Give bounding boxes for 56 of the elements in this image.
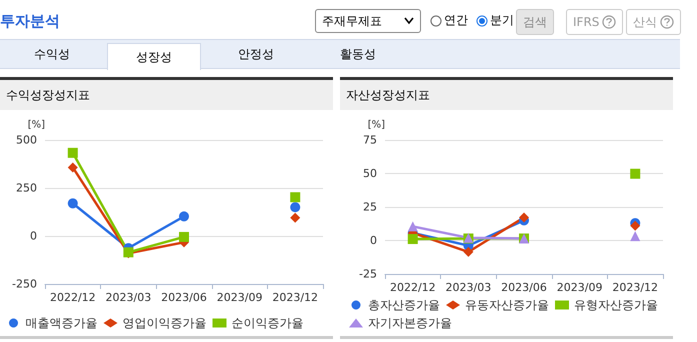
x-tick-label: 2023/12	[612, 281, 658, 294]
text: IFRS	[573, 15, 600, 29]
text: 투자분석	[0, 12, 60, 31]
y-tick-label: -250	[12, 278, 37, 290]
y-tick-label: -25	[359, 268, 377, 280]
y-axis-title: [%]	[368, 120, 386, 130]
x-tick-label: 2023/09	[556, 281, 602, 294]
y-tick-label: 250	[16, 182, 37, 194]
point	[630, 231, 640, 242]
point	[290, 202, 300, 212]
point	[290, 192, 300, 202]
text: 검색	[516, 9, 554, 35]
point	[68, 162, 78, 172]
x-tick-label: 2022/12	[50, 291, 96, 304]
y-tick-label: 25	[363, 200, 377, 214]
point	[630, 168, 640, 179]
x-tick-label: 2023/03	[106, 291, 152, 304]
legend-label: 총자산증가율	[368, 298, 440, 312]
point	[179, 211, 189, 222]
legend-label: 유형자산증가율	[574, 298, 658, 312]
point	[463, 246, 474, 257]
text: 안정성	[237, 46, 275, 62]
y-tick-label: 500	[16, 134, 37, 146]
y-tick-label: 0	[370, 234, 377, 247]
text: 수익성	[33, 46, 71, 62]
point	[68, 198, 78, 208]
text: 산식	[633, 14, 657, 30]
legend-label: 자기자본증가율	[368, 316, 452, 330]
legend-label: 유동자산증가율	[465, 298, 549, 312]
chart-title: 수익성장성지표	[0, 80, 333, 110]
text: 주재무제표	[322, 12, 382, 30]
point	[179, 232, 189, 242]
x-tick-label: 2023/06	[501, 281, 547, 294]
point	[519, 212, 529, 222]
x-tick-label: 2023/06	[161, 291, 207, 304]
point	[290, 212, 300, 223]
x-tick-label: 2023/09	[216, 291, 262, 304]
y-tick-label: 75	[363, 134, 377, 146]
legend-label: 순이익증가율	[232, 316, 304, 330]
text: 연간	[444, 12, 468, 29]
text: 분기	[490, 12, 514, 29]
text: 활동성	[339, 46, 377, 62]
x-tick-label: 2023/12	[272, 291, 318, 304]
legend-label: 매출액증가율	[26, 316, 98, 330]
legend-label: 영업이익증가율	[122, 316, 206, 330]
point	[630, 220, 640, 231]
point	[68, 148, 78, 158]
x-tick-label: 2022/12	[390, 281, 436, 294]
y-tick-label: 0	[30, 230, 37, 242]
text: 성장성	[107, 43, 201, 70]
chart-title: 자산성장성지표	[340, 80, 673, 110]
point	[408, 221, 418, 232]
x-tick-label: 2023/03	[446, 281, 492, 294]
y-tick-label: 50	[363, 167, 377, 180]
y-axis-title: [%]	[28, 120, 46, 130]
point	[408, 234, 418, 244]
